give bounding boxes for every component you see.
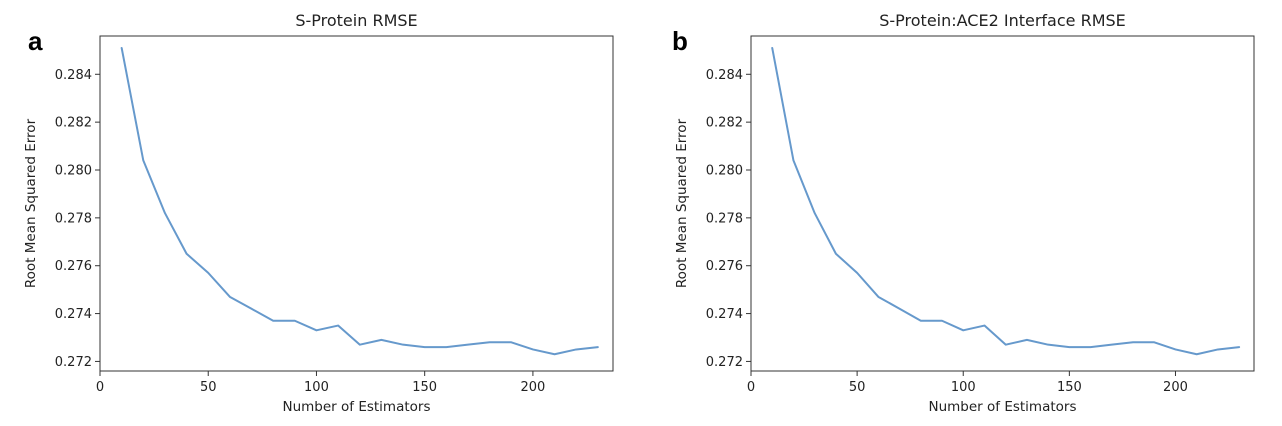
data-point <box>1217 348 1219 350</box>
chart-panel-b: b S-Protein:ACE2 Interface RMSE 0 50 100 150… <box>641 0 1282 426</box>
data-point <box>835 253 837 255</box>
data-point <box>1132 341 1134 343</box>
data-point <box>792 159 794 161</box>
data-point <box>1153 341 1155 343</box>
x-tick-label: 0 <box>96 380 104 395</box>
x-axis-label: Number of Estimators <box>929 399 1077 415</box>
data-point <box>186 253 188 255</box>
series-line <box>120 46 599 356</box>
data-point <box>532 348 534 350</box>
y-tick-label: 0.278 <box>55 211 92 226</box>
data-point <box>164 212 166 214</box>
y-tick-label: 0.274 <box>706 307 743 322</box>
data-point <box>380 339 382 341</box>
data-point <box>920 320 922 322</box>
plot-frame <box>750 35 1255 372</box>
data-point <box>445 346 447 348</box>
data-point <box>983 325 985 327</box>
data-point <box>337 325 339 327</box>
y-tick-label: 0.280 <box>706 164 743 179</box>
data-point <box>771 47 773 49</box>
data-point <box>272 320 274 322</box>
data-point <box>251 308 253 310</box>
data-point <box>424 346 426 348</box>
data-point <box>1196 353 1198 355</box>
data-point <box>121 47 123 49</box>
data-point <box>402 344 404 346</box>
data-point <box>1174 348 1176 350</box>
y-tick-label: 0.280 <box>55 164 92 179</box>
data-point <box>941 320 943 322</box>
y-tick-label: 0.284 <box>706 68 743 83</box>
data-point <box>315 329 317 331</box>
data-point <box>142 159 144 161</box>
y-tick-label: 0.272 <box>706 355 743 370</box>
y-tick-label: 0.274 <box>55 307 92 322</box>
data-point <box>467 344 469 346</box>
data-point <box>294 320 296 322</box>
x-tick-label: 200 <box>520 380 545 395</box>
data-point <box>1005 344 1007 346</box>
data-point <box>207 272 209 274</box>
chart-panel-a: a S-Protein RMSE 0 50 100 150 200 0.272 0.274 0.… <box>23 11 614 415</box>
y-tick-label: 0.272 <box>55 355 92 370</box>
y-axis-label: Root Mean Squared Error <box>674 118 690 288</box>
data-point <box>1026 339 1028 341</box>
data-point <box>856 272 858 274</box>
x-tick-label: 50 <box>849 380 866 395</box>
data-point <box>359 344 361 346</box>
x-tick-label: 150 <box>1057 380 1082 395</box>
data-point <box>510 341 512 343</box>
line-chart-svg: S-Protein:ACE2 Interface RMSE 0 50 100 150 20… <box>674 11 1255 415</box>
x-tick-label: 150 <box>412 380 437 395</box>
data-point <box>489 341 491 343</box>
data-point <box>1068 346 1070 348</box>
data-point <box>597 346 599 348</box>
y-tick-label: 0.282 <box>55 116 92 131</box>
y-axis-label: Root Mean Squared Error <box>23 118 39 288</box>
y-tick-label: 0.282 <box>706 116 743 131</box>
data-point <box>575 348 577 350</box>
x-tick-label: 100 <box>304 380 329 395</box>
y-tick-label: 0.276 <box>706 259 743 274</box>
data-point <box>1090 346 1092 348</box>
panel-letter: a <box>28 26 43 56</box>
data-point <box>1111 344 1113 346</box>
series-line <box>771 46 1241 356</box>
plot-frame <box>99 35 614 372</box>
data-point <box>554 353 556 355</box>
data-point <box>877 296 879 298</box>
line-chart-svg: S-Protein RMSE 0 50 100 150 200 0.272 0.274 0.27… <box>23 11 614 415</box>
data-point <box>229 296 231 298</box>
data-point <box>814 212 816 214</box>
data-point <box>899 308 901 310</box>
y-tick-label: 0.284 <box>55 68 92 83</box>
data-point <box>1238 346 1240 348</box>
x-tick-label: 100 <box>951 380 976 395</box>
y-tick-label: 0.276 <box>55 259 92 274</box>
x-tick-label: 0 <box>747 380 755 395</box>
panel-letter: b <box>672 26 688 56</box>
data-point <box>1047 344 1049 346</box>
x-tick-label: 200 <box>1163 380 1188 395</box>
data-point <box>962 329 964 331</box>
y-tick-label: 0.278 <box>706 211 743 226</box>
chart-title: S-Protein RMSE <box>295 11 417 30</box>
x-axis-label: Number of Estimators <box>283 399 431 415</box>
x-tick-label: 50 <box>200 380 217 395</box>
chart-title: S-Protein:ACE2 Interface RMSE <box>879 11 1126 30</box>
